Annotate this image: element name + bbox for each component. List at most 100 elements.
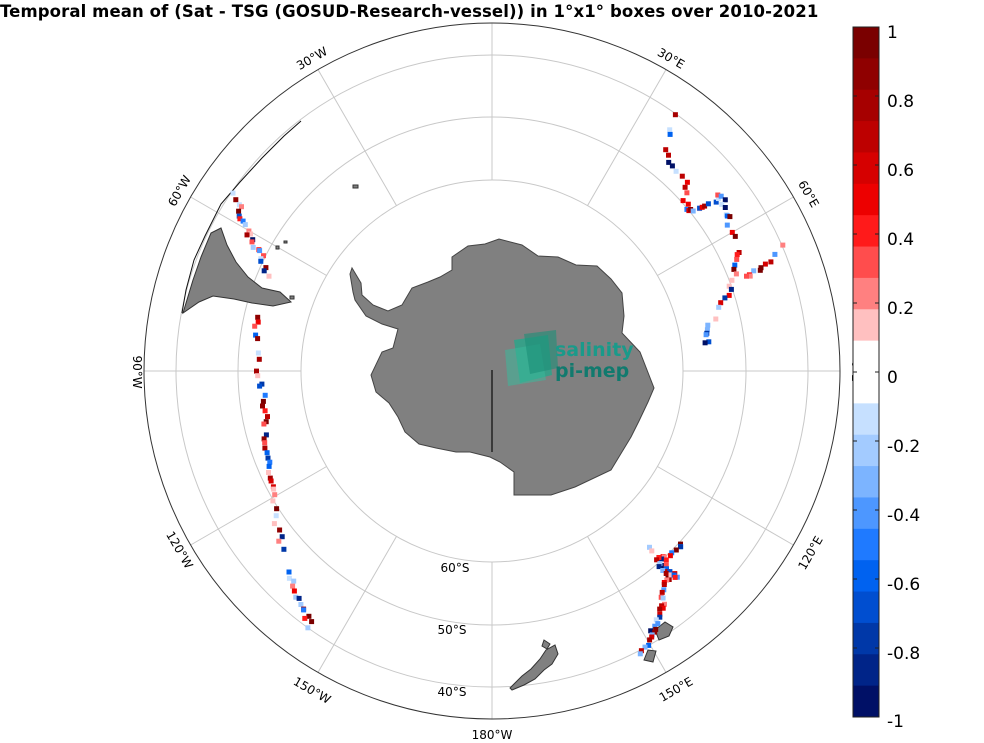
label-lon-30e: 30°E (655, 45, 687, 72)
data-box (266, 463, 272, 469)
colorbar-cell (853, 372, 879, 404)
stewart-island (541, 639, 551, 650)
data-box (669, 163, 675, 169)
data-box (757, 267, 763, 273)
colorbar: 1 0.8 0.6 0.4 0.2 0 -0.2 -0.4 -0.6 -0.8 … (852, 23, 920, 732)
data-box (290, 583, 296, 589)
colorbar-cell (853, 466, 879, 498)
south-america-coast-line (181, 120, 302, 314)
data-box (246, 228, 252, 234)
data-box (647, 637, 653, 643)
colorbar-cell (853, 152, 879, 185)
label-lon-60w: 60°W (165, 173, 194, 209)
antarctica-landmass (349, 238, 655, 496)
data-box (240, 218, 246, 224)
data-box (660, 568, 666, 573)
data-box (249, 239, 255, 245)
australia-edge (643, 649, 657, 663)
data-box (673, 168, 679, 174)
data-box (263, 265, 269, 271)
colorbar-cell (853, 654, 879, 687)
data-box (248, 231, 253, 237)
data-box (654, 557, 660, 563)
data-box (661, 587, 667, 593)
data-box (680, 198, 686, 204)
logo-salinity-text: salinity (555, 339, 634, 361)
data-box (261, 436, 267, 442)
data-box (281, 546, 287, 552)
data-box (690, 208, 696, 214)
label-lat-50s: 50°S (438, 623, 467, 637)
data-box (704, 327, 710, 333)
cb-tick-label-0.2: 0.2 (887, 299, 914, 319)
meridian-line (657, 466, 794, 546)
data-box (652, 629, 658, 635)
data-box (253, 332, 259, 338)
data-box (260, 398, 266, 404)
cb-tick-label-neg0.2: -0.2 (887, 437, 920, 457)
data-box (734, 256, 740, 262)
data-box (276, 538, 282, 544)
data-box (724, 213, 730, 219)
data-box (679, 173, 685, 179)
data-box (718, 193, 724, 199)
data-box (244, 232, 250, 238)
data-box (682, 184, 688, 190)
label-lon-30w: 30°W (294, 44, 330, 73)
data-box (286, 575, 292, 581)
data-box (657, 614, 663, 620)
data-box (260, 403, 265, 409)
meridian-line (190, 466, 327, 546)
data-box (713, 316, 719, 322)
data-box (656, 564, 662, 570)
data-box (254, 368, 259, 374)
label-lon-120w: 120°W (163, 529, 196, 571)
data-box (662, 601, 667, 607)
data-box (669, 550, 675, 556)
data-box (728, 286, 734, 292)
colorbar-cell (853, 246, 879, 279)
data-box (301, 607, 307, 613)
data-box (667, 553, 673, 559)
data-boxes (230, 112, 786, 657)
data-box (706, 339, 712, 345)
data-box (646, 642, 652, 648)
data-box (262, 440, 268, 446)
data-box (724, 222, 730, 228)
data-box (727, 214, 733, 220)
meridian-line (317, 536, 397, 673)
data-box (657, 606, 663, 612)
data-box (663, 147, 669, 153)
data-box (242, 222, 248, 228)
data-box (648, 628, 654, 634)
data-box (305, 625, 311, 631)
data-box (718, 300, 724, 306)
data-box (261, 421, 267, 427)
cb-tick-label-neg1: -1 (887, 712, 904, 732)
data-box (678, 544, 683, 550)
data-box (747, 273, 753, 279)
data-box (684, 190, 690, 196)
data-box (726, 292, 732, 298)
colorbar-cell (853, 277, 879, 310)
data-box (270, 498, 276, 504)
data-box (649, 634, 655, 640)
data-box (685, 201, 691, 207)
data-box (230, 190, 236, 196)
data-box (273, 513, 279, 519)
label-lat-60s: 60°S (441, 561, 470, 575)
data-box (661, 582, 667, 587)
data-box (667, 569, 673, 575)
data-box (719, 201, 725, 207)
data-box (267, 475, 273, 481)
data-box (653, 626, 659, 632)
data-box (637, 651, 643, 657)
label-lon-90w: 90°W (130, 355, 144, 388)
data-box (666, 152, 671, 158)
data-box (262, 445, 268, 451)
data-box (659, 556, 665, 562)
data-box (653, 617, 659, 623)
data-box (732, 233, 738, 239)
data-box (734, 252, 740, 258)
